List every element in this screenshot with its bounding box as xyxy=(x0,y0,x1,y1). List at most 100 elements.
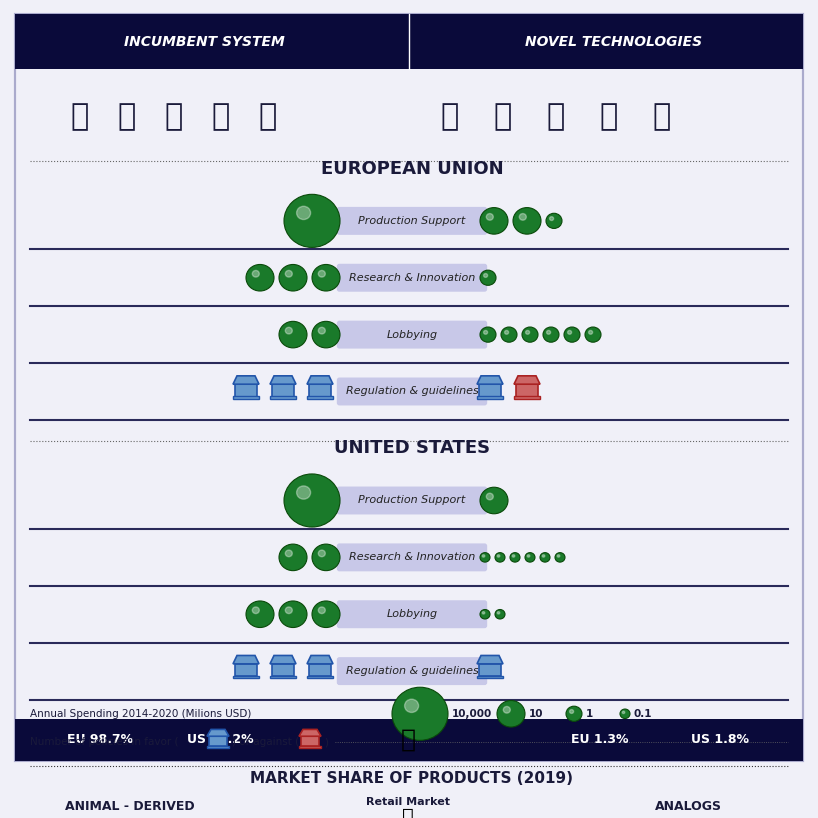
Circle shape xyxy=(557,555,560,557)
Circle shape xyxy=(585,327,601,342)
Circle shape xyxy=(497,612,500,614)
Circle shape xyxy=(405,699,419,712)
Text: EU 1.3%: EU 1.3% xyxy=(571,734,629,746)
Circle shape xyxy=(540,553,550,562)
Circle shape xyxy=(279,544,307,571)
Text: 🌾: 🌾 xyxy=(653,102,671,131)
Circle shape xyxy=(297,486,311,499)
Circle shape xyxy=(483,612,485,614)
Bar xyxy=(309,384,331,397)
Circle shape xyxy=(285,271,292,277)
Circle shape xyxy=(318,607,326,614)
Circle shape xyxy=(486,493,493,500)
Circle shape xyxy=(480,553,490,562)
Bar xyxy=(272,664,294,676)
Bar xyxy=(514,396,540,399)
Polygon shape xyxy=(299,730,321,736)
Text: 🐔: 🐔 xyxy=(118,102,136,131)
Circle shape xyxy=(546,330,551,335)
Bar xyxy=(233,396,259,399)
Circle shape xyxy=(252,271,259,277)
Bar xyxy=(299,746,321,748)
FancyBboxPatch shape xyxy=(28,792,232,818)
Circle shape xyxy=(312,321,340,348)
FancyBboxPatch shape xyxy=(338,786,478,818)
Circle shape xyxy=(318,550,326,557)
Circle shape xyxy=(543,327,559,342)
Circle shape xyxy=(480,609,490,619)
Text: Regulation & guidelines: Regulation & guidelines xyxy=(346,666,479,676)
Polygon shape xyxy=(477,375,503,384)
Circle shape xyxy=(480,327,496,342)
Polygon shape xyxy=(307,375,333,384)
Bar xyxy=(477,676,503,678)
Circle shape xyxy=(503,707,510,713)
Text: 🌿: 🌿 xyxy=(258,102,277,131)
Circle shape xyxy=(246,264,274,291)
Circle shape xyxy=(486,213,493,220)
Circle shape xyxy=(483,273,488,277)
Circle shape xyxy=(392,687,448,740)
Text: 🛒: 🛒 xyxy=(402,807,414,818)
Text: UNITED STATES: UNITED STATES xyxy=(334,439,490,457)
Circle shape xyxy=(312,601,340,627)
Bar xyxy=(479,664,501,676)
Text: 0.1: 0.1 xyxy=(634,708,653,719)
FancyBboxPatch shape xyxy=(338,208,487,234)
Circle shape xyxy=(318,327,326,334)
Circle shape xyxy=(285,327,292,334)
Bar xyxy=(207,746,229,748)
Circle shape xyxy=(483,555,485,557)
Circle shape xyxy=(555,553,565,562)
Text: ANIMAL - DERIVED: ANIMAL - DERIVED xyxy=(65,800,195,813)
Text: 🐄: 🐄 xyxy=(71,102,89,131)
Circle shape xyxy=(512,555,515,557)
Circle shape xyxy=(495,553,505,562)
Circle shape xyxy=(285,607,292,614)
Bar xyxy=(307,676,333,678)
Text: EU 98.7%: EU 98.7% xyxy=(67,734,133,746)
Text: 10: 10 xyxy=(529,708,543,719)
Circle shape xyxy=(510,553,520,562)
Text: INCUMBENT SYSTEM: INCUMBENT SYSTEM xyxy=(124,34,285,49)
Bar xyxy=(477,396,503,399)
Text: EUROPEAN UNION: EUROPEAN UNION xyxy=(321,160,503,178)
Circle shape xyxy=(566,706,582,721)
Bar xyxy=(15,718,803,762)
Bar xyxy=(270,396,296,399)
Circle shape xyxy=(513,208,541,234)
Text: Lobbying: Lobbying xyxy=(386,609,438,619)
FancyBboxPatch shape xyxy=(338,488,487,514)
Text: Retail Market: Retail Market xyxy=(366,797,450,807)
Circle shape xyxy=(546,213,562,228)
Text: 🌱: 🌱 xyxy=(600,102,618,131)
Text: Research & Innovation: Research & Innovation xyxy=(348,552,475,562)
Circle shape xyxy=(522,327,538,342)
Bar xyxy=(235,384,257,397)
Circle shape xyxy=(480,488,508,514)
Text: MARKET SHARE OF PRODUCTS (2019): MARKET SHARE OF PRODUCTS (2019) xyxy=(250,771,573,786)
Text: ) or against (: ) or against ( xyxy=(232,737,299,747)
Circle shape xyxy=(525,553,535,562)
Text: US 1.8%: US 1.8% xyxy=(691,734,749,746)
Bar xyxy=(479,384,501,397)
Circle shape xyxy=(495,609,505,619)
FancyBboxPatch shape xyxy=(338,601,487,627)
Circle shape xyxy=(279,264,307,291)
Bar xyxy=(307,396,333,399)
Circle shape xyxy=(252,607,259,614)
Text: 🍺: 🍺 xyxy=(441,102,459,131)
FancyBboxPatch shape xyxy=(586,792,790,818)
Circle shape xyxy=(526,330,529,335)
Circle shape xyxy=(528,555,530,557)
Text: Number of policies in favor (: Number of policies in favor ( xyxy=(30,737,178,747)
Text: 1: 1 xyxy=(586,708,593,719)
Text: 🧪: 🧪 xyxy=(494,102,512,131)
Circle shape xyxy=(318,271,326,277)
Circle shape xyxy=(564,327,580,342)
FancyBboxPatch shape xyxy=(338,321,487,348)
Text: Annual Spending 2014-2020 (Milions USD): Annual Spending 2014-2020 (Milions USD) xyxy=(30,708,251,719)
Circle shape xyxy=(505,330,509,335)
Circle shape xyxy=(480,208,508,234)
FancyBboxPatch shape xyxy=(338,544,487,571)
